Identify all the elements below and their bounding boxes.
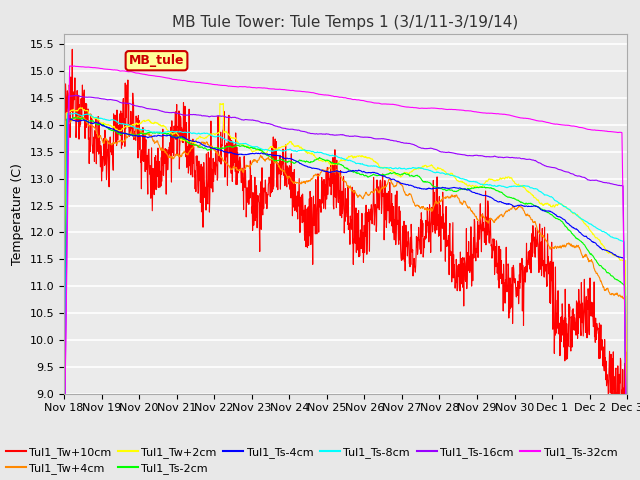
Legend: Tul1_Tw+10cm, Tul1_Tw+4cm, Tul1_Tw+2cm, Tul1_Ts-2cm, Tul1_Ts-4cm, Tul1_Ts-8cm, T: Tul1_Tw+10cm, Tul1_Tw+4cm, Tul1_Tw+2cm, … xyxy=(1,443,621,479)
Text: MB_tule: MB_tule xyxy=(129,54,184,67)
Title: MB Tule Tower: Tule Temps 1 (3/1/11-3/19/14): MB Tule Tower: Tule Temps 1 (3/1/11-3/19… xyxy=(172,15,519,30)
Y-axis label: Temperature (C): Temperature (C) xyxy=(11,163,24,264)
